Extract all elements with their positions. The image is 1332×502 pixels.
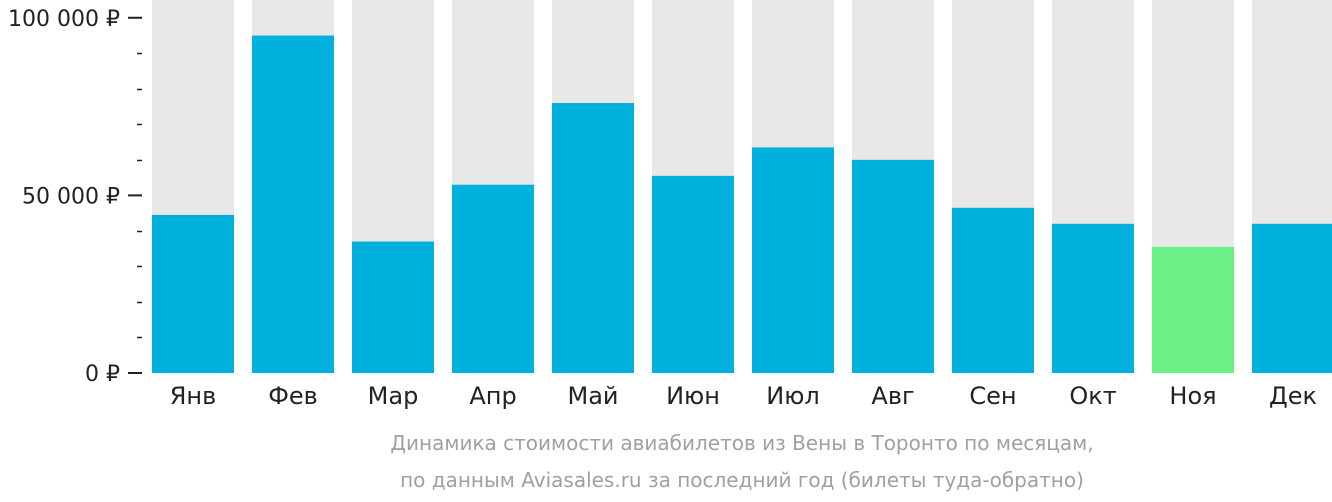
x-axis-labels: Янв Фев Мар Апр Май Июн Июл Авг Сен Окт Ноя Дек xyxy=(170,382,1317,410)
x-tick-label-12: Дек xyxy=(1269,382,1317,410)
chart-caption-line-1: Динамика стоимости авиабилетов из Вены в… xyxy=(390,431,1093,455)
x-tick-label-5: Май xyxy=(567,382,618,410)
bar-1 xyxy=(152,214,234,373)
bar-8 xyxy=(852,159,934,373)
bar-6 xyxy=(652,175,734,373)
y-tick-label-1: 0 ₽ xyxy=(85,362,120,387)
bar-2 xyxy=(252,35,334,374)
x-tick-label-2: Фев xyxy=(268,382,318,410)
bar-12 xyxy=(1252,223,1332,373)
bar-3 xyxy=(352,241,434,373)
bar-7 xyxy=(752,147,834,373)
chart-caption-line-2: по данным Aviasales.ru за последний год … xyxy=(400,468,1084,492)
bar-4 xyxy=(452,184,534,373)
x-tick-label-9: Сен xyxy=(969,382,1016,410)
x-tick-label-6: Июн xyxy=(666,382,720,410)
x-tick-label-7: Июл xyxy=(766,382,820,410)
x-tick-label-11: Ноя xyxy=(1169,382,1216,410)
x-tick-label-3: Мар xyxy=(368,382,419,410)
x-tick-label-8: Авг xyxy=(871,382,914,410)
bar-5 xyxy=(552,103,634,374)
bars xyxy=(152,35,1332,374)
bar-9 xyxy=(952,207,1034,373)
y-axis: 0 ₽ 50 000 ₽ 100 000 ₽ xyxy=(8,7,142,387)
x-tick-label-4: Апр xyxy=(469,382,516,410)
x-tick-label-1: Янв xyxy=(170,382,217,410)
x-tick-label-10: Окт xyxy=(1069,382,1116,410)
y-tick-label-3: 100 000 ₽ xyxy=(8,7,120,32)
y-tick-label-2: 50 000 ₽ xyxy=(22,184,120,209)
bar-10 xyxy=(1052,223,1134,373)
bar-11 xyxy=(1152,246,1234,373)
